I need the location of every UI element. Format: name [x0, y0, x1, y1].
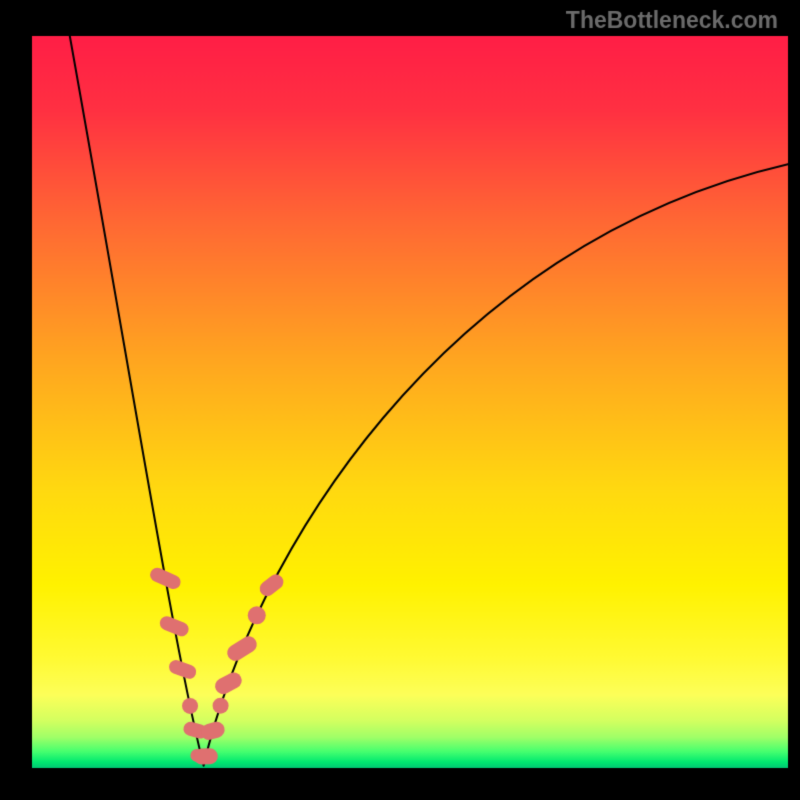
bottleneck-chart-canvas: [0, 0, 800, 800]
